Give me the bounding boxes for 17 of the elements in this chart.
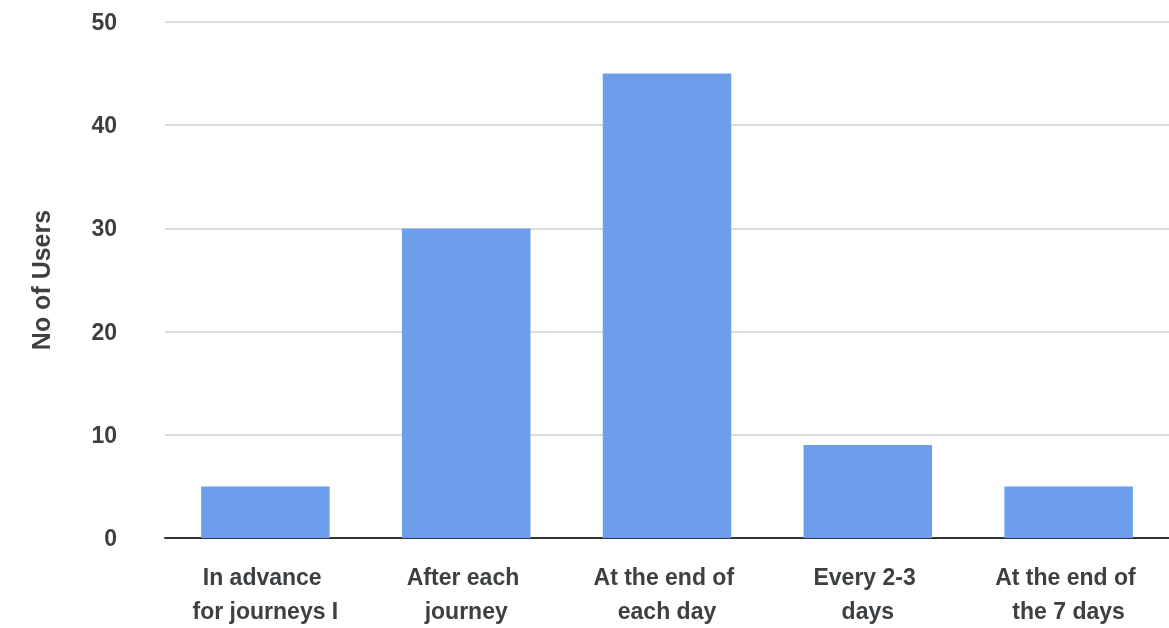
x-tick-label: In advance for journeys I [192,564,339,624]
y-tick-label: 20 [91,318,117,345]
x-tick-label: Every 2-3 days [813,564,923,624]
y-axis-title: No of Users [26,209,55,351]
y-tick-label: 0 [104,525,117,551]
y-tick-label: 30 [91,215,117,242]
x-tick-label: After each journey [406,564,526,624]
bar [401,228,531,538]
bar [1004,486,1133,538]
bar [803,445,933,538]
bar [602,73,732,538]
y-tick-label: 10 [91,421,117,448]
y-tick-label: 40 [91,112,117,139]
y-tick-label: 50 [91,9,117,35]
bar [201,486,330,538]
x-tick-label: At the end of the 7 days [995,564,1143,624]
x-tick-label: At the end of each day [593,564,741,624]
